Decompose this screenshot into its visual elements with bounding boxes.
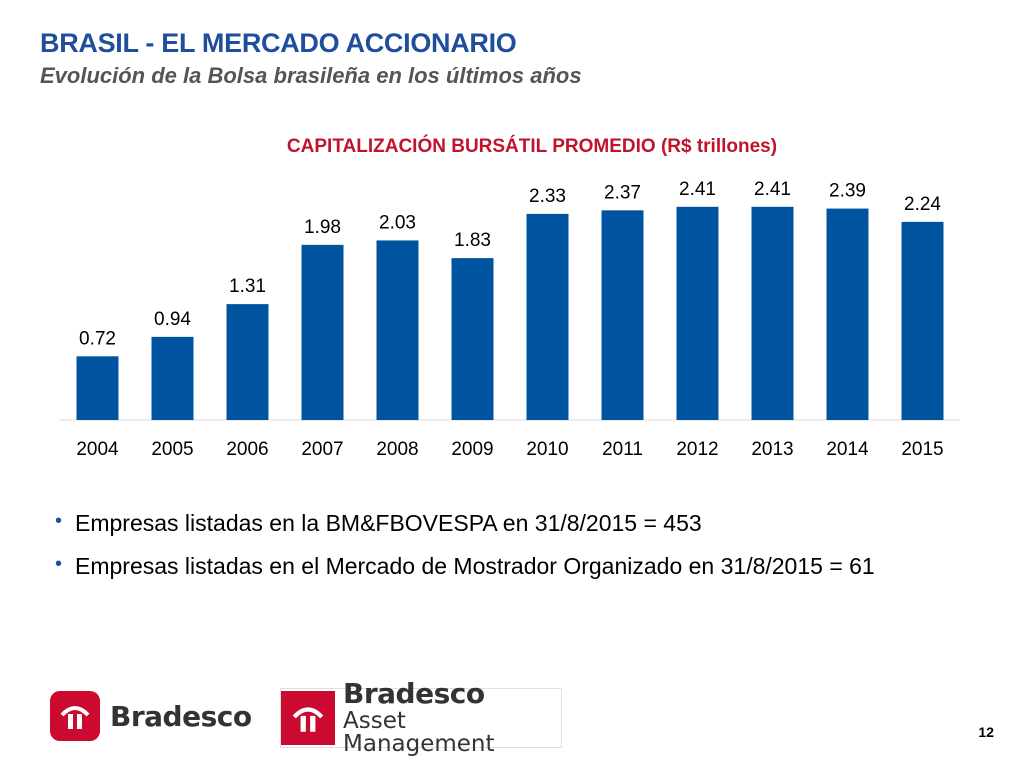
data-label-2013: 2.41	[754, 179, 791, 200]
bullet-list: • Empresas listadas en la BM&FBOVESPA en…	[55, 510, 875, 596]
bradesco-logo-text: Bradesco	[110, 699, 252, 733]
bullet-item: • Empresas listadas en la BM&FBOVESPA en…	[55, 510, 875, 537]
bradesco-logo-icon	[281, 691, 335, 745]
data-label-2010: 2.33	[529, 186, 566, 207]
data-label-2008: 2.03	[379, 212, 416, 233]
page-subtitle: Evolución de la Bolsa brasileña en los ú…	[40, 63, 582, 88]
x-tick-2004: 2004	[76, 439, 119, 460]
bar-2006	[226, 304, 269, 420]
x-tick-2011: 2011	[602, 439, 643, 460]
bradesco-logo-icon	[50, 691, 100, 741]
chart-title: CAPITALIZACIÓN BURSÁTIL PROMEDIO (R$ tri…	[286, 136, 778, 157]
data-label-2007: 1.98	[304, 217, 341, 238]
data-label-2014: 2.39	[829, 181, 866, 202]
data-label-2009: 1.83	[454, 230, 491, 251]
page-title: BRASIL - EL MERCADO ACCIONARIO	[40, 28, 517, 58]
asset-logo-line1: Bradesco	[343, 677, 485, 710]
bradesco-logo: Bradesco	[50, 690, 252, 742]
x-tick-2008: 2008	[376, 439, 418, 460]
bar-2008	[376, 240, 419, 420]
bradesco-asset-logo-text: Bradesco Asset Management	[343, 680, 561, 756]
bullet-dot-icon: •	[55, 510, 63, 532]
bar-2014	[826, 208, 869, 420]
x-tick-2005: 2005	[151, 439, 193, 460]
bar-2005	[151, 336, 194, 420]
bar-2015	[901, 221, 944, 420]
market-cap-bar-chart: 0.72 2004 0.94 2005 1.31 2006 1.98 2007 2.03 2008…	[60, 179, 960, 460]
x-tick-2010: 2010	[526, 439, 568, 460]
data-label-2005: 0.94	[154, 309, 191, 330]
bar-2004	[76, 356, 119, 420]
x-tick-2014: 2014	[826, 439, 869, 460]
x-tick-2007: 2007	[301, 439, 343, 460]
x-tick-2015: 2015	[901, 439, 943, 460]
bar-2012	[676, 206, 719, 420]
data-label-2006: 1.31	[229, 276, 266, 297]
bullet-dot-icon: •	[55, 553, 63, 575]
bullet-item: • Empresas listadas en el Mercado de Mos…	[55, 553, 875, 580]
data-label-2004: 0.72	[79, 328, 116, 349]
data-label-2012: 2.41	[679, 179, 716, 200]
asset-logo-line2: Asset Management	[343, 708, 495, 757]
bradesco-asset-logo: Bradesco Asset Management	[280, 680, 562, 756]
x-tick-2013: 2013	[751, 439, 793, 460]
bar-2009	[451, 258, 494, 420]
x-tick-2009: 2009	[451, 439, 493, 460]
bar-2011	[601, 210, 644, 420]
page-number: 12	[978, 724, 994, 740]
bullet-text: Empresas listadas en la BM&FBOVESPA en 3…	[75, 510, 702, 536]
x-tick-2006: 2006	[226, 439, 268, 460]
data-label-2015: 2.24	[904, 194, 941, 215]
x-tick-2012: 2012	[676, 439, 718, 460]
data-label-2011: 2.37	[604, 182, 641, 203]
bullet-text: Empresas listadas en el Mercado de Mostr…	[75, 553, 875, 579]
bar-2007	[301, 244, 344, 420]
bar-2010	[526, 213, 569, 420]
bar-2013	[751, 206, 794, 420]
